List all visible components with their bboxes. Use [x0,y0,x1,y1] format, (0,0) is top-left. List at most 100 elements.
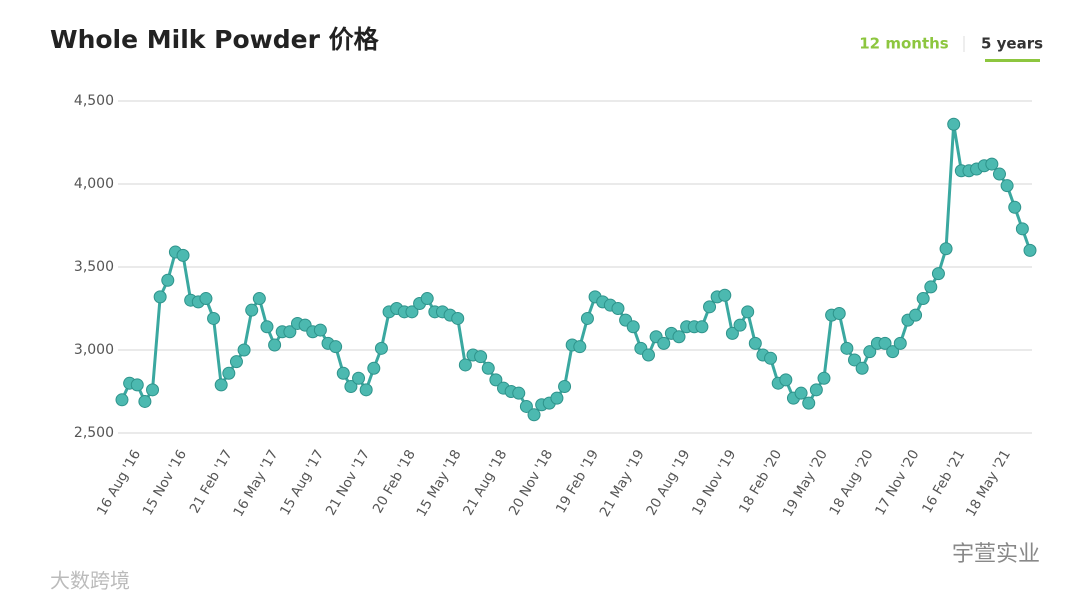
y-tick-label: 4,000 [74,176,114,192]
tab-underline [985,59,1040,62]
data-point [931,267,945,281]
data-point [130,378,144,392]
x-tick-label: 15 Nov '16 [140,447,190,518]
data-point [1000,179,1014,193]
data-point [207,311,221,325]
data-point [252,292,266,306]
data-point [695,320,709,334]
data-point [146,383,160,397]
y-tick-label: 3,500 [74,259,114,275]
data-point [909,308,923,322]
data-point [405,305,419,319]
data-point [916,292,930,306]
data-point [245,303,259,317]
watermark: 宇萱实业 [952,542,1040,567]
data-point [420,292,434,306]
data-point [260,320,274,334]
data-point [817,371,831,385]
y-tick-label: 2,500 [74,425,114,441]
data-line [120,123,1032,418]
data-point [985,157,999,171]
x-tick-label: 16 May '17 [230,447,281,520]
tab-12-months[interactable]: 12 months [859,35,949,53]
x-tick-label: 21 Nov '17 [323,447,373,518]
data-point [367,361,381,375]
data-point [451,311,465,325]
data-point [733,318,747,332]
data-point [313,323,327,337]
data-point [352,371,366,385]
data-point [550,391,564,405]
data-point [344,380,358,394]
data-point [703,300,717,314]
data-point [863,345,877,359]
data-point [779,373,793,387]
data-point [519,399,533,413]
x-tick-label: 19 May '20 [780,447,831,520]
x-tick-label: 16 Feb '21 [919,447,968,516]
data-point [809,383,823,397]
data-point [329,340,343,354]
x-tick-label: 19 Nov '19 [689,447,739,518]
data-point [138,394,152,408]
data-point [878,336,892,350]
data-point [924,280,938,294]
x-tick-label: 18 Aug '20 [826,447,876,518]
data-point [161,273,175,287]
x-tick-label: 15 Aug '17 [277,447,327,518]
data-point [947,117,961,131]
data-point [229,355,243,369]
x-tick-label: 21 May '19 [597,447,648,520]
data-point [741,305,755,319]
y-tick-label: 3,000 [74,342,114,358]
data-point [374,341,388,355]
data-point [199,292,213,306]
data-point [1023,243,1037,257]
x-tick-label: 20 Aug '19 [643,447,693,518]
data-point [1008,200,1022,214]
data-point [359,383,373,397]
data-point [802,396,816,410]
chart-title: Whole Milk Powder 价格 [50,25,380,54]
data-point [336,366,350,380]
data-point [893,336,907,350]
data-point [886,345,900,359]
x-tick-label: 18 Feb '20 [736,447,785,516]
data-point [237,343,251,357]
data-point [939,242,953,256]
data-point [115,393,129,407]
data-point [176,248,190,262]
x-tick-label: 16 Aug '16 [94,447,144,518]
data-point [580,311,594,325]
x-tick-label: 20 Nov '18 [506,447,556,518]
x-tick-label: 19 Feb '19 [553,447,602,516]
watermark: 大数跨境 [50,569,130,593]
data-point [794,386,808,400]
data-point [214,378,228,392]
x-tick-label: 21 Aug '18 [460,447,510,518]
data-point [512,386,526,400]
data-point [268,338,282,352]
data-point [626,320,640,334]
data-point [832,306,846,320]
data-point [718,288,732,302]
y-tick-label: 4,500 [74,93,114,109]
data-point [153,290,167,304]
tab-5-years[interactable]: 5 years [981,35,1043,53]
data-point [573,340,587,354]
data-point [527,408,541,422]
data-point [840,341,854,355]
data-point [764,351,778,365]
data-point [283,325,297,339]
data-point [558,380,572,394]
x-tick-label: 20 Feb '18 [370,447,419,516]
data-point [657,336,671,350]
data-point [992,167,1006,181]
data-point [222,366,236,380]
data-point [641,348,655,362]
x-tick-label: 21 Feb '17 [187,447,236,516]
data-point [611,302,625,315]
x-tick-label: 17 Nov '20 [872,447,922,518]
